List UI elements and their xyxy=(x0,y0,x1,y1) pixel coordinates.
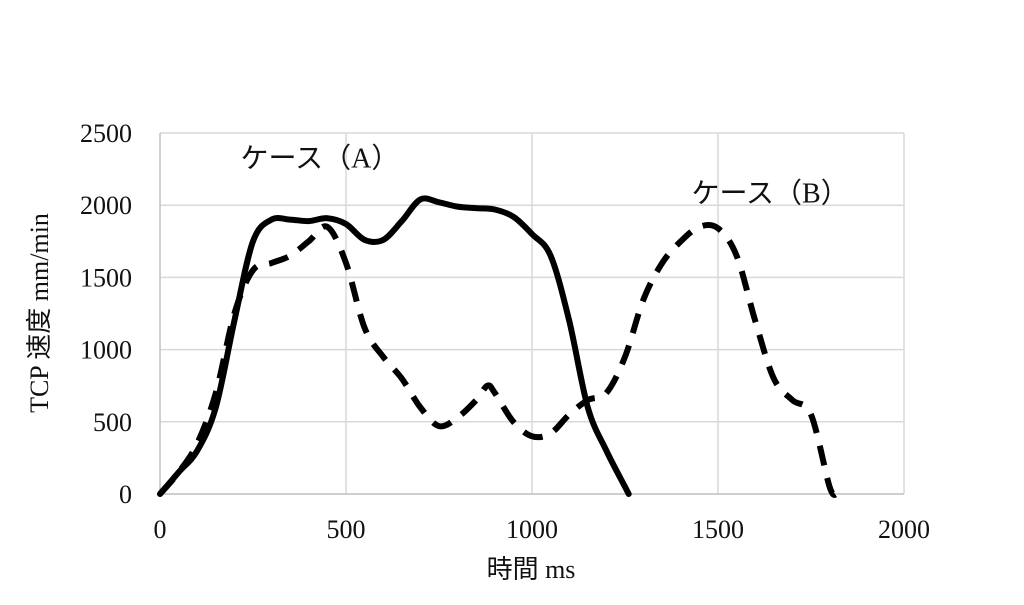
axis-layer xyxy=(159,133,904,495)
y-tick-label-2500: 2500 xyxy=(80,119,132,148)
x-tick-label-1500: 1500 xyxy=(692,515,744,544)
grid-layer xyxy=(160,132,905,494)
x-tick-label-500: 500 xyxy=(327,515,366,544)
y-tick-label-1000: 1000 xyxy=(80,336,132,365)
x-tick-label-1000: 1000 xyxy=(506,515,558,544)
series-line-case-b xyxy=(157,221,840,498)
y-tick-label-500: 500 xyxy=(93,408,132,437)
y-axis-title: TCP 速度 mm/min xyxy=(25,213,54,413)
x-axis-title: 時間 ms xyxy=(487,555,576,584)
x-tick-label-0: 0 xyxy=(154,515,167,544)
series-line-case-a xyxy=(157,195,632,497)
annotation-case-b-label: ケース（B） xyxy=(691,177,848,209)
series-layer xyxy=(157,195,840,498)
x-tick-label-2000: 2000 xyxy=(878,515,930,544)
y-tick-label-1500: 1500 xyxy=(80,263,132,292)
y-tick-label-0: 0 xyxy=(119,480,132,509)
annotation-case-a-label: ケース（A） xyxy=(241,143,400,175)
tick-label-layer: 0 500 1000 1500 2000 2500 0 500 1000 1500 2000 xyxy=(80,119,930,544)
y-tick-label-2000: 2000 xyxy=(80,191,132,220)
